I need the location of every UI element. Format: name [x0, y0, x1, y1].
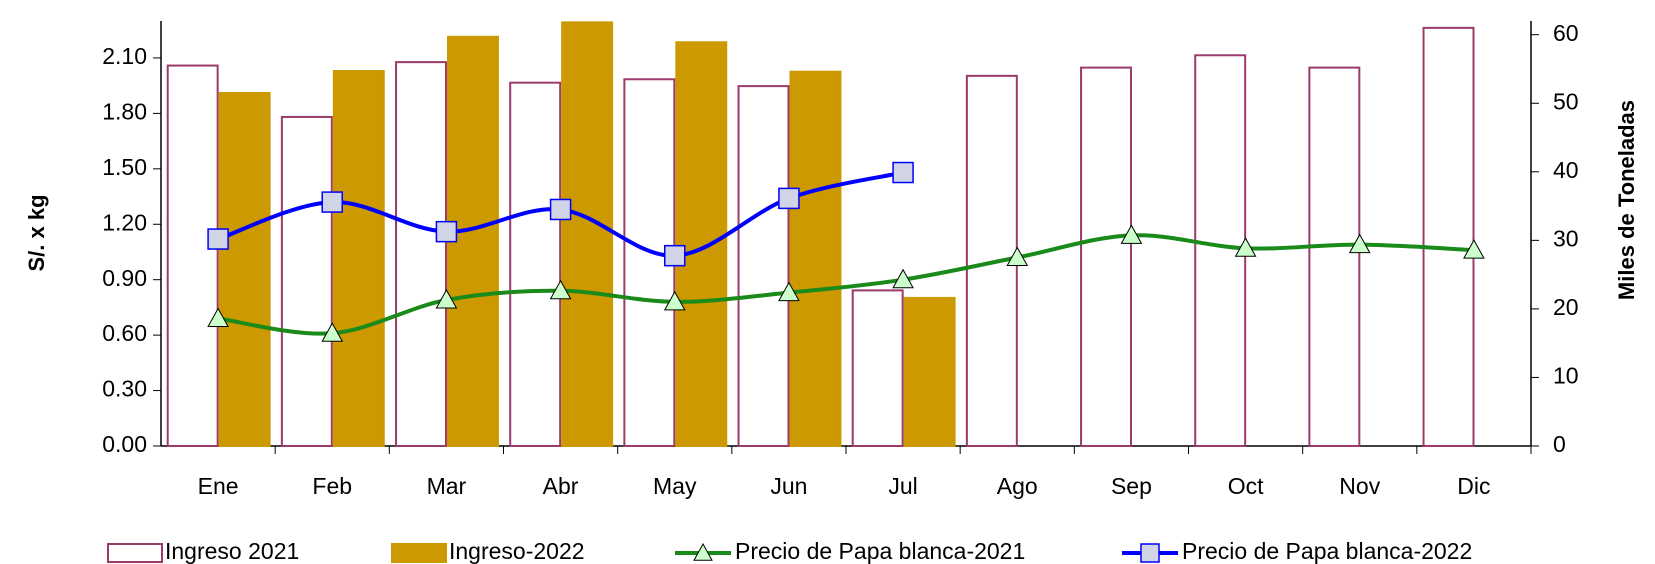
marker [207, 228, 229, 250]
marker [321, 322, 344, 342]
y2-tick-label: 20 [1553, 294, 1579, 320]
y-tick-label: 1.20 [102, 209, 147, 235]
marker [663, 290, 686, 311]
bar [903, 296, 956, 447]
marker [1120, 224, 1143, 244]
x-tick-label: Ago [997, 473, 1038, 499]
y-tick-label: 0.00 [102, 431, 147, 457]
y-tick-label: 1.80 [102, 98, 147, 124]
y2-axis-title: Miles de Toneladas [1614, 100, 1639, 300]
y2-tick-label: 0 [1553, 431, 1566, 457]
marker [1006, 246, 1029, 267]
x-tick-label: Mar [427, 473, 467, 499]
x-tick-label: Nov [1339, 473, 1380, 499]
y2-tick-label: 60 [1553, 20, 1579, 46]
marker [1463, 239, 1485, 259]
x-tick-label: Jul [888, 473, 917, 499]
x-tick-label: May [653, 473, 697, 499]
marker [435, 220, 458, 243]
bar [1194, 54, 1247, 447]
marker [1348, 233, 1371, 254]
marker [693, 542, 713, 561]
x-tick-label: Feb [312, 473, 352, 499]
legend-label: Ingreso 2021 [165, 538, 299, 564]
line [217, 233, 1475, 336]
y2-tick-label: 50 [1553, 88, 1579, 114]
marker [778, 281, 800, 302]
x-tick-label: Dic [1457, 473, 1490, 499]
bar [1422, 26, 1475, 448]
legend-label: Ingreso-2022 [449, 538, 585, 564]
bar [332, 70, 385, 448]
bar [280, 115, 333, 447]
marker [1234, 237, 1257, 257]
y-tick-label: 0.90 [102, 265, 147, 291]
legend-swatch [391, 543, 447, 563]
y-tick-label: 0.30 [102, 376, 147, 402]
marker [892, 268, 914, 289]
marker [435, 288, 458, 309]
x-tick-label: Jun [770, 473, 807, 499]
x-tick-label: Oct [1228, 473, 1264, 499]
bar [675, 41, 728, 447]
marker [207, 307, 229, 327]
marker [1140, 543, 1160, 563]
bar [789, 70, 842, 448]
y2-tick-label: 30 [1553, 225, 1579, 251]
bar [395, 61, 447, 448]
y2-tick-label: 10 [1553, 363, 1579, 389]
bar [737, 85, 790, 447]
bar [561, 21, 614, 447]
bar [509, 81, 562, 448]
marker [892, 161, 914, 184]
y-tick-label: 2.10 [102, 43, 147, 69]
x-tick-label: Abr [543, 473, 579, 499]
marker [778, 187, 800, 210]
legend-label: Precio de Papa blanca-2021 [735, 538, 1025, 564]
bar [218, 91, 271, 448]
marker [321, 191, 343, 213]
marker [549, 279, 572, 300]
legend-swatch [107, 543, 163, 563]
bar [1308, 66, 1361, 447]
y2-tick-label: 40 [1553, 157, 1579, 183]
marker [664, 244, 686, 267]
x-tick-label: Sep [1111, 473, 1152, 499]
legend-label: Precio de Papa blanca-2022 [1182, 538, 1472, 564]
y-axis-title: S/. x kg [24, 194, 49, 271]
marker [549, 198, 572, 221]
y-tick-label: 1.50 [102, 154, 147, 180]
bar [1080, 66, 1132, 447]
y-tick-label: 0.60 [102, 320, 147, 346]
bar [851, 289, 904, 448]
x-tick-label: Ene [198, 473, 239, 499]
bar [166, 64, 219, 447]
